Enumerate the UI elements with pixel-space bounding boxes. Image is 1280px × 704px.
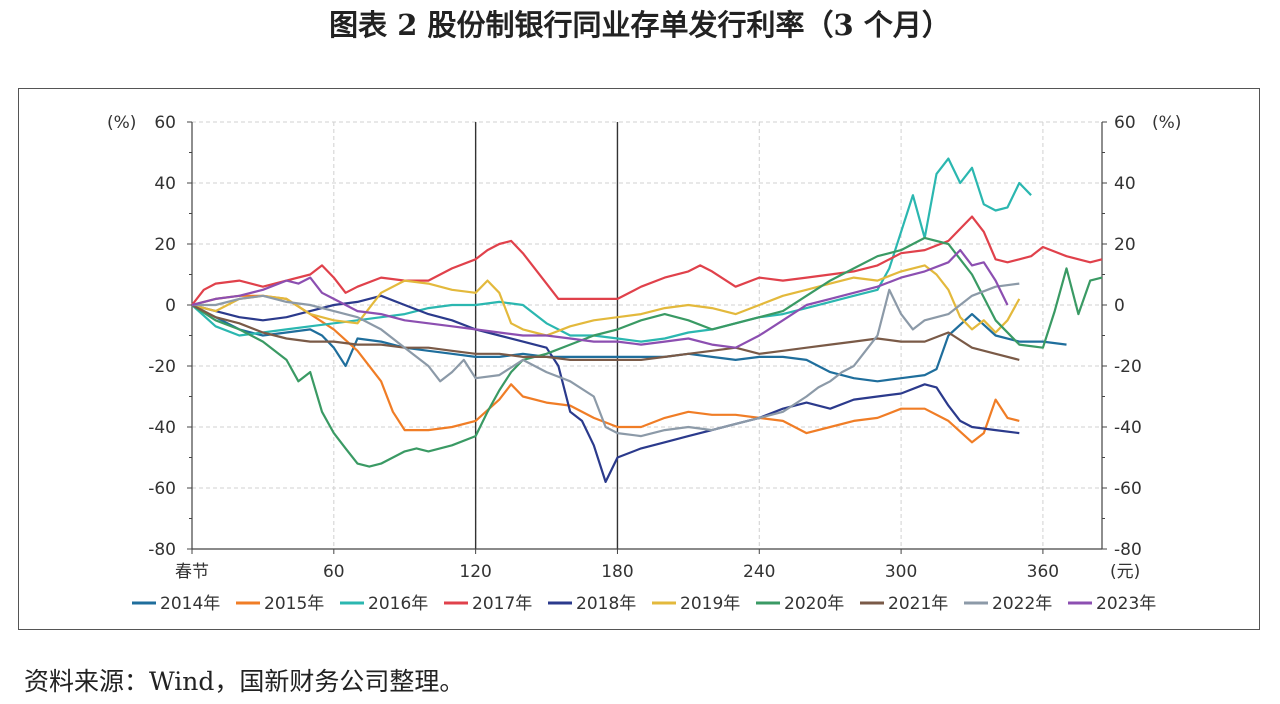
y-tick-label-left: 40 [154, 174, 176, 194]
source-note: 资料来源：Wind，国新财务公司整理。 [24, 667, 465, 696]
series-line-2017年 [191, 215, 1103, 306]
y-tick-label-left: 0 [165, 296, 176, 316]
series-line-2023年 [191, 249, 1009, 349]
y-tick-label-right: -80 [1114, 540, 1142, 560]
series-line-2016年 [191, 157, 1032, 343]
y-tick-label-left: -20 [148, 357, 176, 377]
x-tick-label: 春节 [175, 562, 209, 582]
x-tick-label: 240 [743, 562, 775, 582]
series-line-2014年 [191, 304, 1067, 383]
y-tick-label-left: 20 [154, 235, 176, 255]
legend-label: 2023年 [1096, 594, 1156, 614]
legend-label: 2018年 [576, 594, 636, 614]
legend-label: 2021年 [888, 594, 948, 614]
y-tick-label-left: -80 [148, 540, 176, 560]
series-line-2015年 [191, 294, 1020, 444]
legend-label: 2017年 [472, 594, 532, 614]
y-unit-label-right: (%) [1152, 113, 1181, 133]
figure-title: 图表 2 股份制银行同业存单发行利率（3 个月） [329, 8, 951, 42]
legend-label: 2016年 [368, 594, 428, 614]
x-tick-label: 180 [601, 562, 633, 582]
legend-label: 2014年 [160, 594, 220, 614]
series-line-2018年 [191, 294, 1020, 483]
y-tick-label-right: 60 [1114, 113, 1136, 133]
y-unit-label-left: (%) [107, 113, 136, 133]
x-tick-label: 120 [459, 562, 491, 582]
y-tick-label-right: 20 [1114, 235, 1136, 255]
y-tick-label-right: 40 [1114, 174, 1136, 194]
y-tick-label-right: 0 [1114, 296, 1125, 316]
y-tick-label-left: -60 [148, 479, 176, 499]
series-line-2022年 [192, 282, 1020, 438]
legend-label: 2022年 [992, 594, 1052, 614]
legend-label: 2019年 [680, 594, 740, 614]
series-line-2021年 [191, 304, 1020, 361]
x-tick-label: 360 [1027, 562, 1059, 582]
x-tick-label: 60 [323, 562, 345, 582]
x-tick-label: 300 [885, 562, 917, 582]
y-tick-label-right: -40 [1114, 418, 1142, 438]
y-tick-label-left: 60 [154, 113, 176, 133]
series-line-2019年 [191, 264, 1021, 337]
y-tick-label-right: -20 [1114, 357, 1142, 377]
x-unit-label: (元) [1110, 562, 1140, 582]
legend-label: 2020年 [784, 594, 844, 614]
y-tick-label-right: -60 [1114, 479, 1142, 499]
chart-frame: 60 60 40 40 20 20 0 0 -20 -20 -40 -40 -60 -60 -80 -80 春节… [18, 88, 1260, 630]
y-tick-label-left: -40 [148, 418, 176, 438]
legend-label: 2015年 [264, 594, 324, 614]
